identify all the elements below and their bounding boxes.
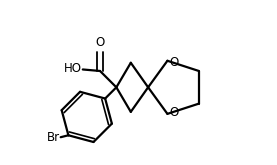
Text: O: O [169, 56, 178, 69]
Text: O: O [169, 106, 178, 119]
Text: O: O [95, 36, 105, 49]
Text: Br: Br [47, 131, 60, 144]
Text: HO: HO [64, 62, 82, 75]
